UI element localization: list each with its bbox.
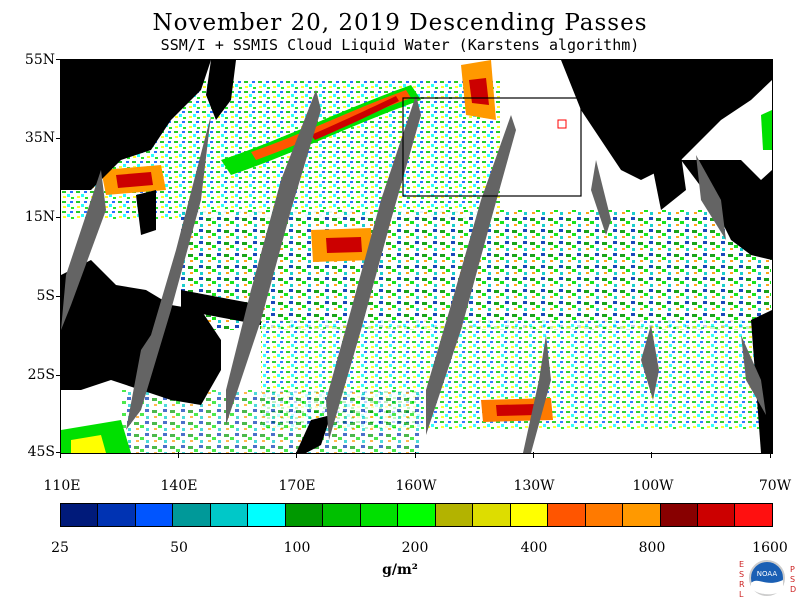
colorbar-swatch: [510, 504, 549, 526]
logo-letter: L: [739, 590, 744, 599]
lon-label: 130W: [513, 478, 555, 494]
colorbar-tick-label: 800: [638, 540, 666, 556]
lon-label: 100W: [632, 478, 674, 494]
colorbar-swatch: [697, 504, 736, 526]
lat-label: 45S: [27, 444, 55, 460]
colorbar-swatch: [585, 504, 624, 526]
logo-letter: E: [739, 560, 745, 569]
map-canvas: [61, 60, 772, 453]
logo-letter: S: [739, 570, 745, 579]
lat-tick: [56, 375, 60, 376]
lat-label: 55N: [24, 52, 55, 68]
colorbar-swatch: [173, 504, 211, 526]
lat-tick: [56, 138, 60, 139]
lon-label: 160W: [395, 478, 437, 494]
noaa-emblem-icon: NOAA: [749, 560, 785, 596]
lon-label: 110E: [43, 478, 81, 494]
map-subtitle: SSM/I + SSMIS Cloud Liquid Water (Karste…: [160, 36, 640, 54]
lat-label: 25S: [27, 367, 55, 383]
colorbar-swatch: [135, 504, 174, 526]
colorbar-swatch: [210, 504, 249, 526]
lon-tick: [296, 452, 297, 458]
colorbar-tick-label: 200: [401, 540, 429, 556]
lat-tick: [56, 452, 60, 453]
swath-gaps: [61, 90, 766, 453]
colorbar-swatch: [660, 504, 698, 526]
logo-letter: R: [739, 580, 745, 589]
colorbar-units: g/m²: [382, 562, 418, 578]
noaa-logo: NOAA E S R L P S D: [736, 556, 798, 600]
colorbar-swatch: [623, 504, 661, 526]
logo-letter: S: [790, 575, 796, 584]
lon-tick: [651, 452, 652, 458]
colorbar-tick-label: 1600: [752, 540, 788, 556]
colorbar-swatch: [360, 504, 399, 526]
colorbar-swatch: [548, 504, 586, 526]
colorbar-tick-label: 50: [170, 540, 188, 556]
land-masses: [61, 60, 772, 453]
lat-tick: [56, 296, 60, 297]
logo-letter: P: [790, 565, 795, 574]
colorbar-swatch: [323, 504, 361, 526]
lon-tick: [60, 452, 61, 458]
lon-tick: [533, 452, 534, 458]
colorbar-swatch: [248, 504, 286, 526]
lon-label: 70W: [758, 478, 792, 494]
colorbar-tick-label: 100: [283, 540, 311, 556]
colorbar-swatch: [473, 504, 511, 526]
colorbar-tick-label: 25: [51, 540, 69, 556]
lat-tick: [56, 217, 60, 218]
map-panel: [60, 59, 773, 454]
noaa-logo-text: NOAA: [757, 570, 778, 578]
point-marker-box: [557, 119, 567, 129]
logo-letter: D: [790, 585, 797, 594]
map-title: November 20, 2019 Descending Passes: [152, 10, 648, 36]
lon-tick: [415, 452, 416, 458]
lat-tick: [56, 59, 60, 60]
lon-tick: [770, 452, 771, 458]
colorbar-swatch: [285, 504, 324, 526]
colorbar-swatch: [61, 504, 99, 526]
colorbar-swatch: [98, 504, 136, 526]
colorbar-tick-label: 400: [520, 540, 548, 556]
lon-label: 170E: [278, 478, 316, 494]
lon-tick: [178, 452, 179, 458]
colorbar: [60, 503, 773, 527]
lat-label: 35N: [24, 130, 55, 146]
colorbar-swatch: [435, 504, 474, 526]
lon-label: 140E: [160, 478, 198, 494]
lat-label: 15N: [24, 209, 55, 225]
lat-label: 5S: [36, 288, 56, 304]
colorbar-swatch: [398, 504, 436, 526]
region-box: [402, 97, 582, 197]
colorbar-swatch: [735, 504, 772, 526]
